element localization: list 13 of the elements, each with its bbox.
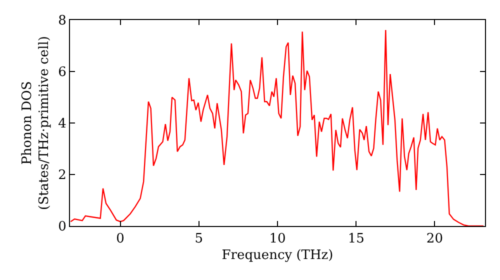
- line-series: [70, 29, 484, 226]
- x-tick-label: 0: [116, 232, 124, 247]
- x-tick-label: 20: [426, 232, 443, 247]
- y-tick-label: 4: [58, 116, 66, 132]
- y-tick-label: 2: [58, 168, 66, 184]
- y-tick-label: 6: [58, 65, 66, 80]
- x-tick-label: 15: [348, 232, 364, 247]
- y-tick-label: 0: [58, 220, 66, 235]
- y-axis-title: Phonon DOS (States/THz·primitive cell): [20, 36, 52, 210]
- x-tick-label: 5: [194, 232, 204, 247]
- x-tick-label: 10: [269, 232, 286, 247]
- x-axis-title: Frequency (THz): [222, 248, 334, 264]
- y-tick-label: 8: [58, 14, 66, 29]
